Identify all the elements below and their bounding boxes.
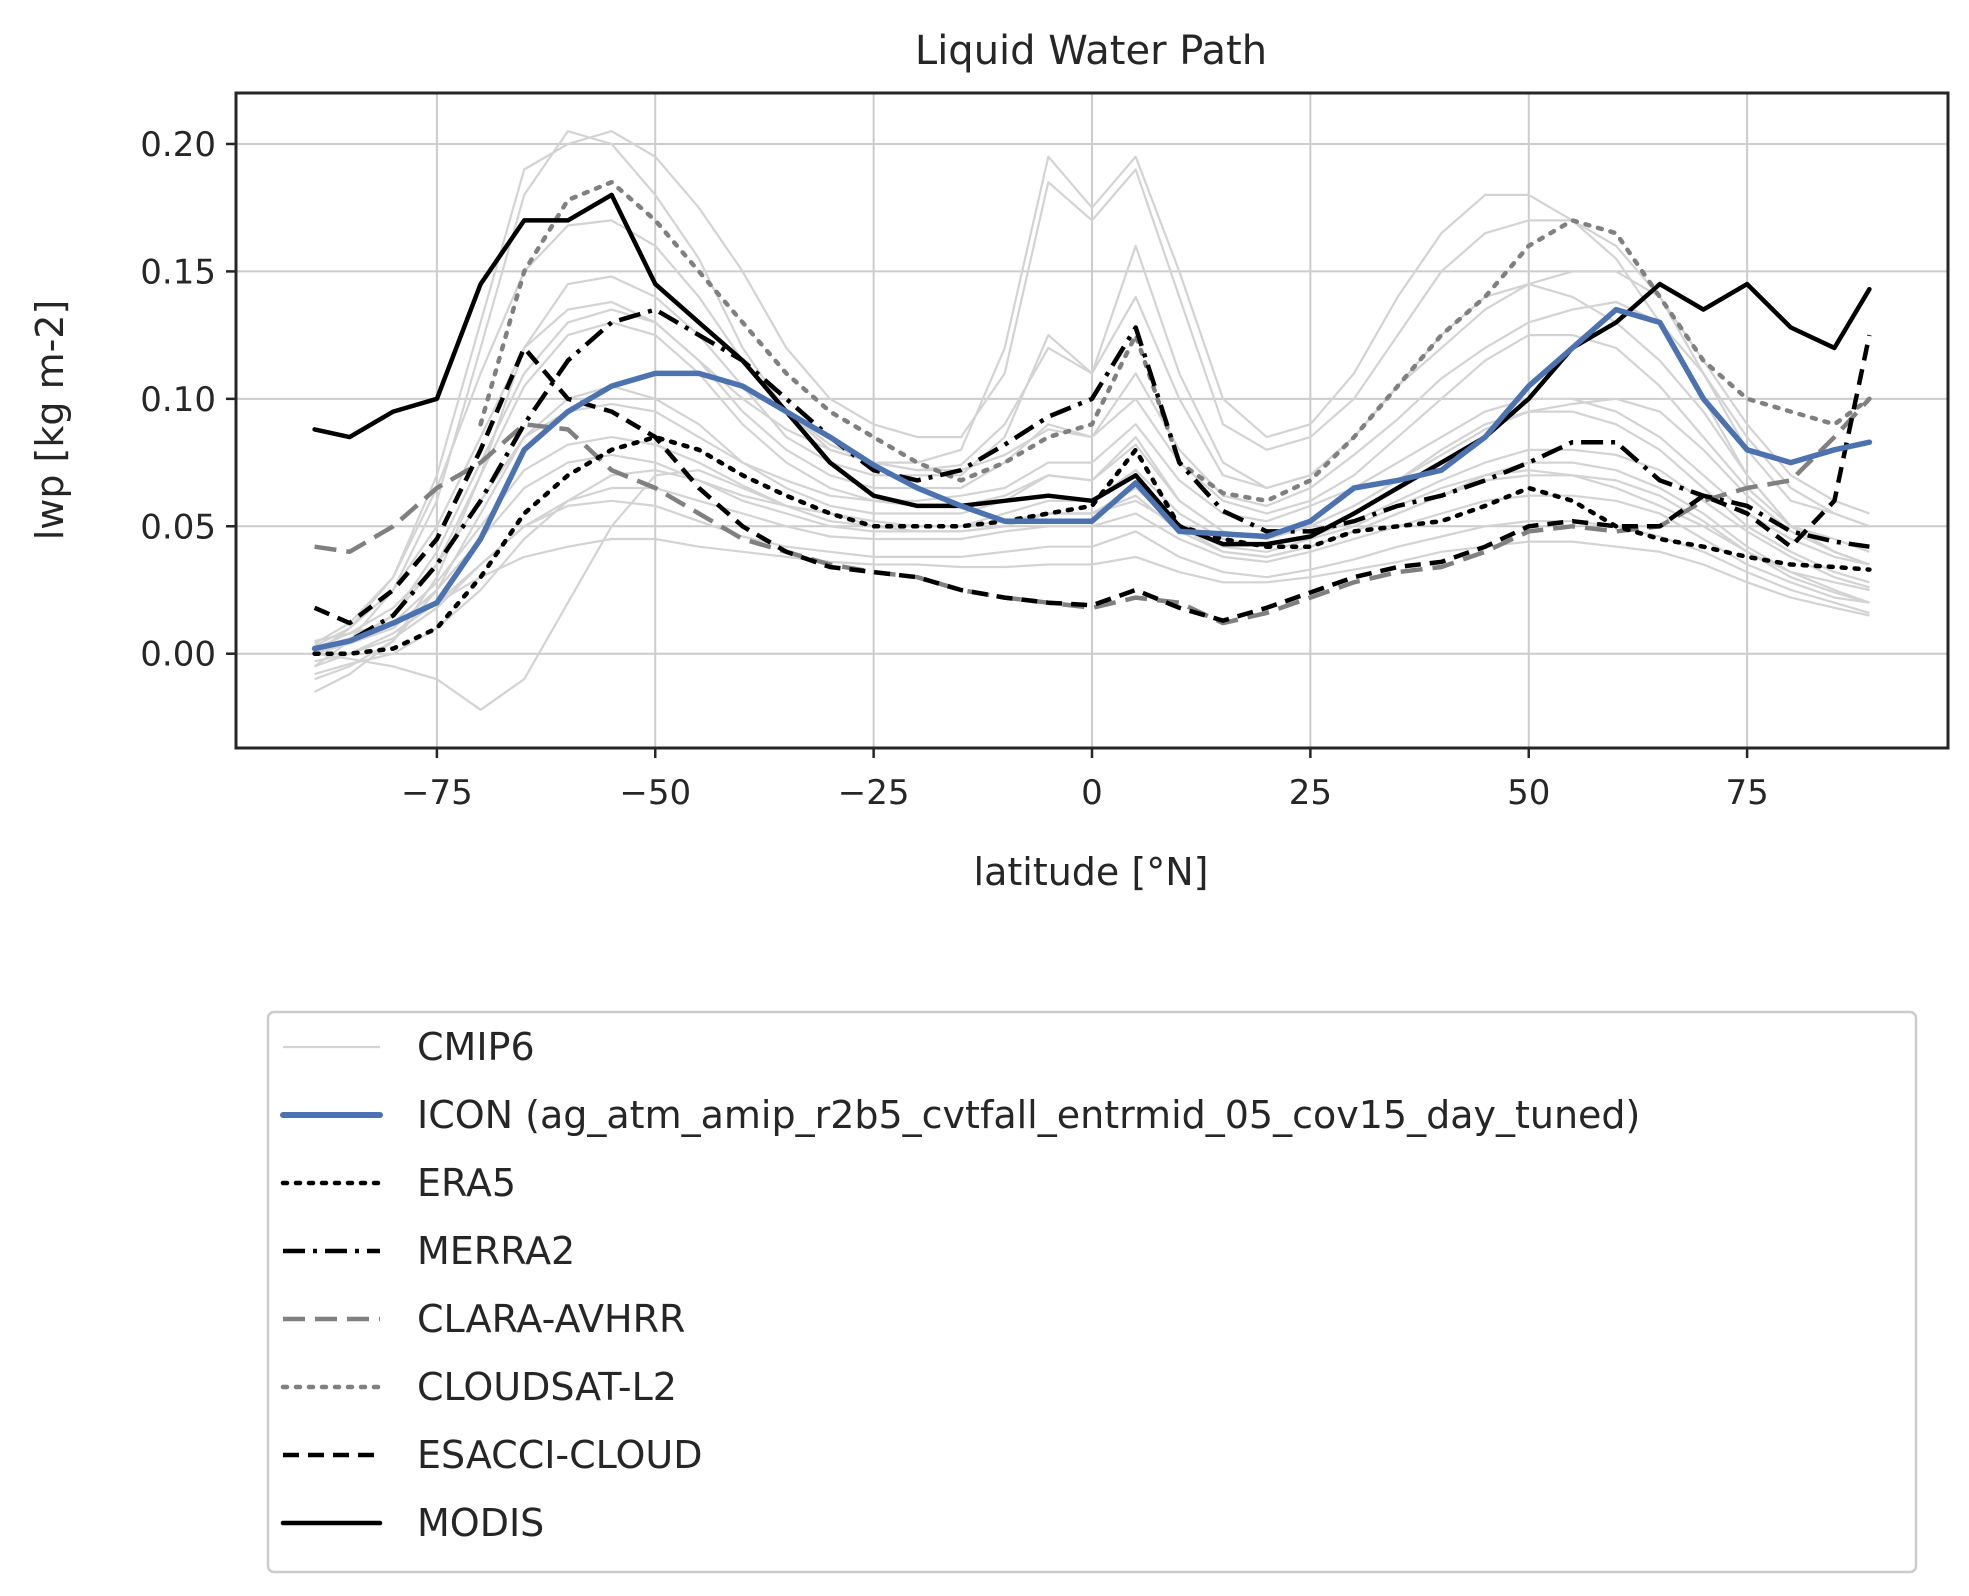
legend-label: CLOUDSAT-L2 — [417, 1365, 677, 1409]
y-tick-label: 0.10 — [140, 380, 216, 420]
legend: CMIP6 ICON (ag_atm_amip_r2b5_cvtfall_entr… — [266, 1010, 1918, 1574]
y-tick-label: 0.00 — [140, 635, 216, 675]
legend-label: ESACCI-CLOUD — [417, 1433, 702, 1477]
series-lines — [311, 179, 1873, 656]
series-line — [312, 192, 1872, 547]
x-tick-label: −25 — [838, 773, 910, 813]
legend-label: CMIP6 — [417, 1025, 535, 1069]
legend-label: CLARA-AVHRR — [417, 1297, 685, 1341]
series-line — [314, 307, 1870, 651]
legend-frame — [266, 1010, 1918, 1574]
legend-label: MERRA2 — [417, 1229, 575, 1273]
cmip6-series-line — [314, 469, 1870, 676]
y-tick-label: 0.05 — [140, 507, 216, 547]
x-tick-label: 25 — [1289, 773, 1332, 813]
x-axis-label: latitude [°N] — [974, 850, 1209, 894]
x-axis: −75 −50 −25 0 25 50 75 — [401, 748, 1769, 813]
legend-label: ERA5 — [417, 1161, 516, 1205]
x-tick-label: 75 — [1725, 773, 1768, 813]
cmip6-lines — [313, 130, 1870, 711]
x-tick-label: 50 — [1507, 773, 1550, 813]
series-line — [311, 306, 1873, 652]
y-axis: 0.00 0.05 0.10 0.15 0.20 — [140, 125, 236, 675]
series-line — [313, 334, 1872, 626]
legend-label: ICON (ag_atm_amip_r2b5_cvtfall_entrmid_0… — [417, 1093, 1640, 1137]
x-tick-label: −50 — [619, 773, 691, 813]
y-axis-label: lwp [kg m-2] — [28, 300, 72, 541]
chart-title: Liquid Water Path — [915, 28, 1267, 74]
cmip6-series-line — [314, 219, 1870, 645]
series-line — [314, 397, 1872, 626]
cmip6-series-line — [314, 300, 1870, 648]
cmip6-series-line — [313, 130, 1870, 668]
cmip6-series-line — [313, 130, 1870, 655]
y-tick-label: 0.20 — [140, 125, 216, 165]
cmip6-series-line — [314, 537, 1870, 668]
legend-label: MODIS — [417, 1501, 544, 1545]
y-tick-label: 0.15 — [140, 252, 216, 292]
cmip6-series-line — [314, 321, 1870, 655]
x-tick-label: 0 — [1081, 773, 1103, 813]
x-tick-label: −75 — [401, 773, 473, 813]
series-line — [312, 434, 1872, 656]
